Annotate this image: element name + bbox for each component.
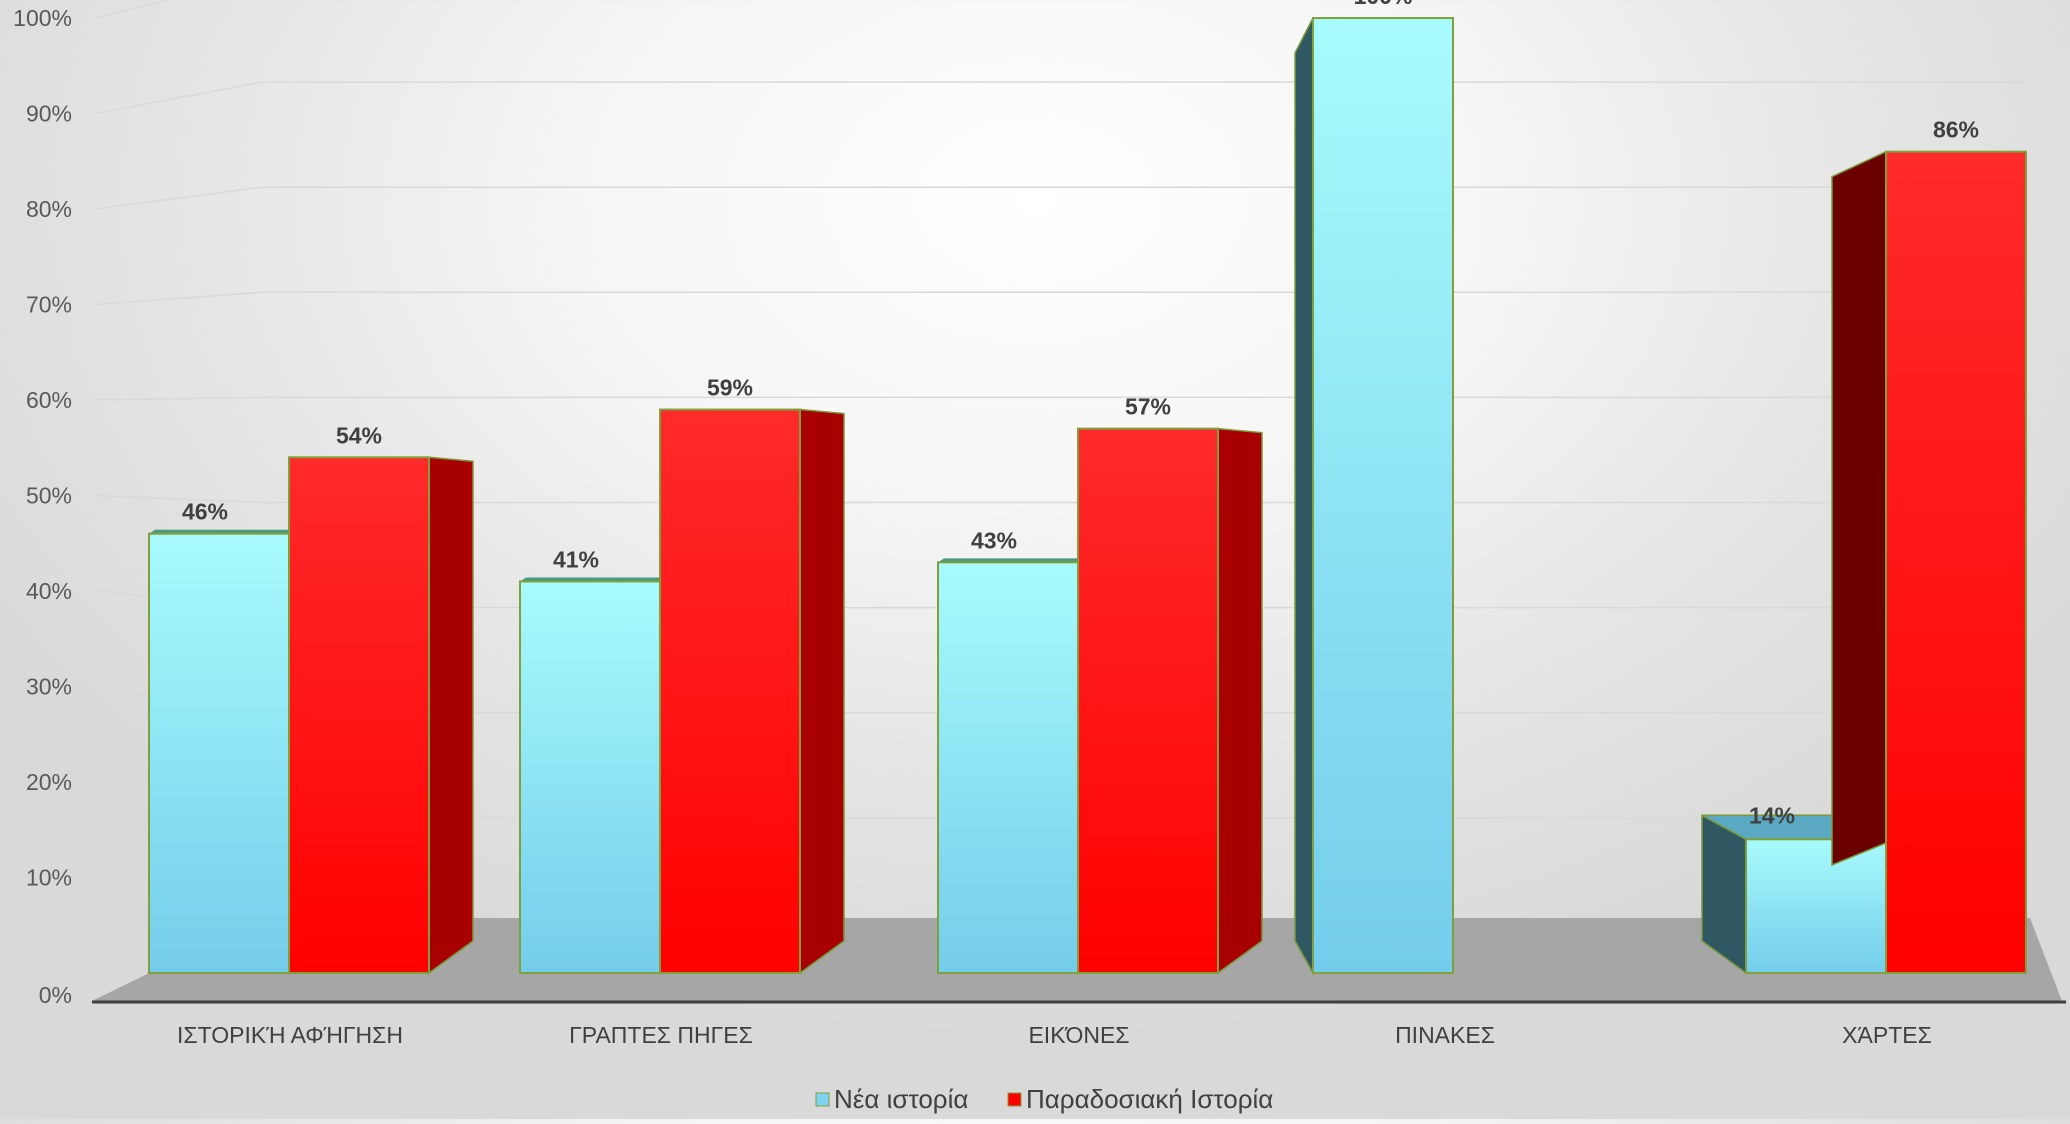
bar-paradosiaki-istoria [288,456,474,975]
legend-label: Νέα ιστορία [834,1084,968,1114]
data-label: 59% [707,375,753,401]
legend-swatch [1007,1092,1022,1107]
bar-paradosiaki-istoria [1077,427,1263,975]
data-label: 54% [336,422,382,448]
gridline [94,81,2030,115]
y-tick-label: 80% [26,196,72,222]
bar-front-face [1885,150,2027,974]
bar-nea-istoria [937,558,1079,974]
data-label: 46% [182,499,228,525]
bar-paradosiaki-istoria [659,408,845,975]
category-label: ΧΆΡΤΕΣ [1842,1022,1932,1048]
data-label: 86% [1933,117,1979,143]
bar-front-face [148,532,290,974]
y-tick-label: 0% [39,982,72,1008]
category-label: ΠΙΝΑΚΕΣ [1395,1022,1495,1048]
y-tick-label: 10% [26,865,72,891]
bar-front-face [1077,427,1219,974]
bar-front-face [937,561,1079,974]
y-tick-label: 50% [26,483,72,509]
legend-label: Παραδοσιακή Ιστορία [1026,1084,1273,1114]
gridline [94,0,172,19]
category-label: ΙΣΤΟΡΙΚΉ ΑΦΉΓΗΣΗ [177,1022,403,1048]
y-tick-label: 100% [13,5,72,31]
gridline [94,291,2030,306]
bar-side-face [799,408,845,975]
bar-paradosiaki-istoria [1831,150,2027,974]
legend: Νέα ιστορία Παραδοσιακή Ιστορία [815,1084,1273,1114]
bar-front-face [288,456,430,974]
data-label: 41% [553,546,599,572]
data-label: 100% [1354,0,1413,9]
gridline [94,396,2030,401]
axes: 0% 10% 20% 30% 40% 50% 60% 70% 80% 90% 100% ΙΣΤΟΡΙΚ… [13,5,2066,1048]
data-label: 43% [971,527,1017,553]
bar-side-face [1217,427,1263,975]
gridline [94,186,2030,210]
category-label: ΓΡΑΠΤΕΣ ΠΗΓΕΣ [569,1022,753,1048]
legend-swatch [815,1092,830,1107]
y-tick-label: 30% [26,674,72,700]
bar-nea-istoria [1294,17,1454,976]
bar-front-face [1312,17,1454,974]
bar-front-face [519,580,661,974]
labels: 46% 54% 41% 59% 43% 57% 100% 14% 86% [182,0,1979,828]
bar-front-face [659,408,801,974]
bar-side-face [1294,17,1314,976]
category-label: ΕΙΚΌΝΕΣ [1028,1022,1129,1048]
bar-top-face [938,558,1078,563]
bar-nea-istoria [519,577,661,974]
bar-side-face [428,456,474,975]
y-tick-label: 20% [26,769,72,795]
data-label: 14% [1749,802,1795,828]
bars [148,17,2027,976]
data-label: 57% [1125,394,1171,420]
bar-front-face [1745,838,1887,974]
y-tick-label: 40% [26,578,72,604]
bar-nea-istoria [148,529,290,974]
bar-side-face [1831,150,1887,867]
y-tick-label: 90% [26,101,72,127]
y-tick-label: 60% [26,387,72,413]
y-tick-label: 70% [26,292,72,318]
